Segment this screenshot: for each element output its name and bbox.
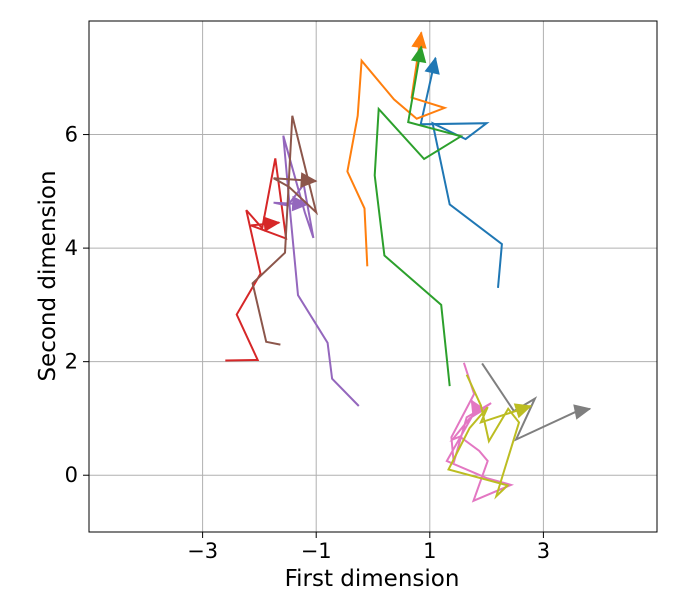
y-tick-label: 2 bbox=[65, 350, 78, 374]
y-tick-label: 6 bbox=[65, 123, 78, 147]
series-line bbox=[346, 32, 448, 267]
series-8 bbox=[447, 374, 533, 500]
x-axis-label: First dimension bbox=[285, 566, 460, 592]
series-7 bbox=[481, 362, 592, 442]
series-arrowhead bbox=[410, 45, 427, 64]
series-3 bbox=[225, 158, 288, 362]
y-axis-ticks: 0 2 4 6 bbox=[65, 123, 89, 487]
series-arrowhead bbox=[573, 404, 592, 420]
series-line bbox=[273, 135, 360, 407]
x-tick-label: 3 bbox=[537, 539, 550, 563]
series-0 bbox=[419, 56, 503, 288]
series-arrowhead bbox=[470, 399, 486, 418]
plot-frame bbox=[88, 20, 658, 533]
y-axis-label: Second dimension bbox=[35, 170, 61, 381]
series-group bbox=[225, 31, 592, 503]
x-tick-label: 1 bbox=[423, 539, 436, 563]
x-tick-label: −3 bbox=[187, 539, 218, 563]
series-6 bbox=[445, 362, 515, 503]
series-arrowhead bbox=[300, 172, 318, 188]
grid bbox=[89, 21, 657, 532]
plot-background bbox=[89, 21, 657, 532]
y-tick-label: 4 bbox=[65, 236, 78, 260]
series-line bbox=[373, 46, 464, 387]
series-arrowhead bbox=[411, 31, 427, 49]
series-arrowhead bbox=[291, 195, 309, 212]
x-axis-ticks: −3 −1 1 3 bbox=[187, 532, 550, 563]
series-line bbox=[419, 57, 503, 288]
series-arrowhead bbox=[424, 56, 440, 75]
series-4 bbox=[273, 135, 360, 407]
series-arrowhead bbox=[263, 216, 281, 232]
x-tick-label: −1 bbox=[301, 539, 332, 563]
series-arrowhead bbox=[513, 403, 533, 419]
series-5 bbox=[251, 115, 318, 346]
series-line bbox=[445, 362, 515, 503]
series-line bbox=[251, 115, 318, 346]
series-1 bbox=[346, 31, 448, 267]
series-line bbox=[447, 374, 532, 500]
series-2 bbox=[373, 45, 464, 387]
y-tick-label: 0 bbox=[65, 463, 78, 487]
series-line bbox=[225, 158, 288, 362]
